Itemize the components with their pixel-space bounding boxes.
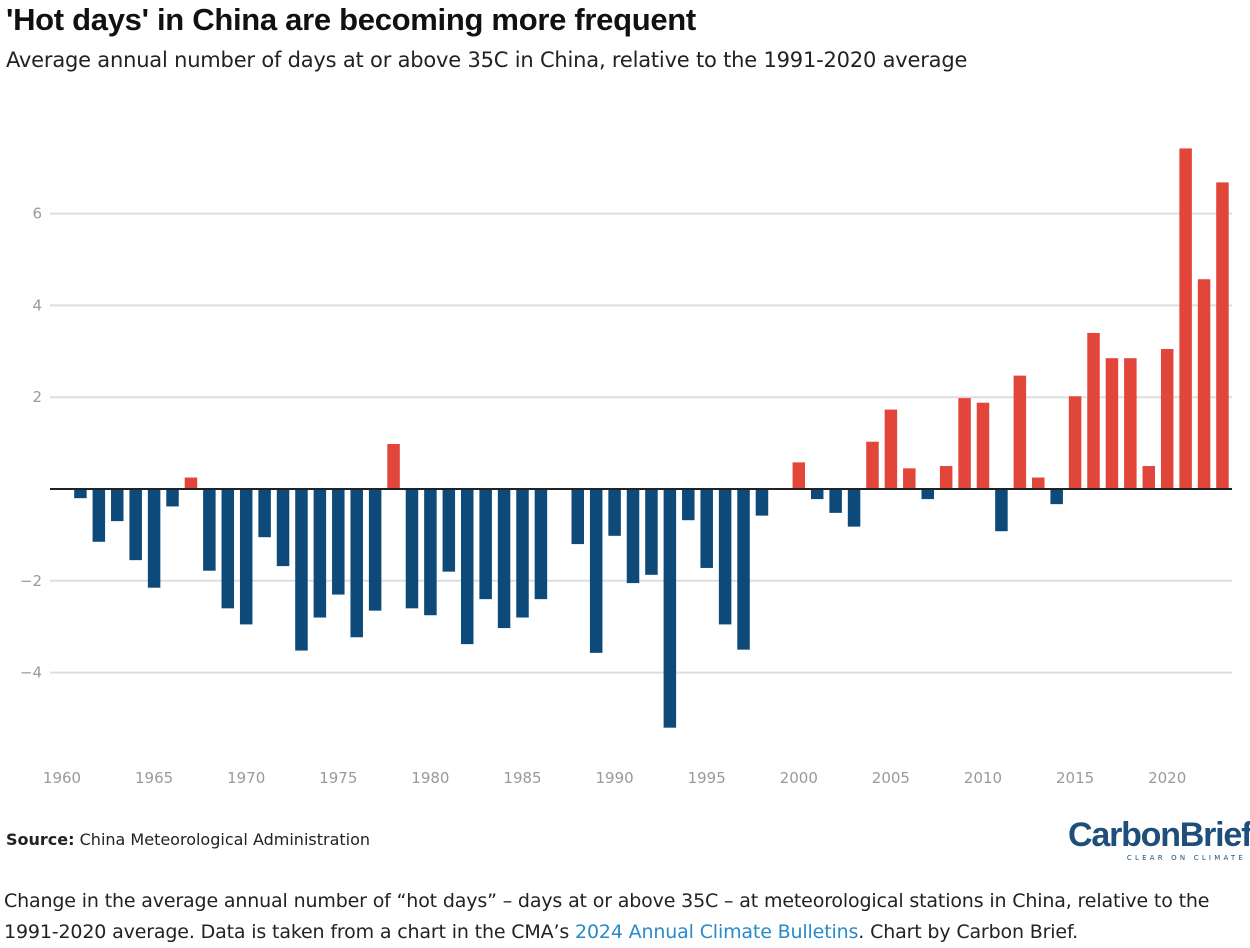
x-tick-label: 2000 <box>780 769 818 787</box>
x-axis-ticks: 1960 1965 1970 1975 1980 1985 1990 1995 2000 2005… <box>43 769 1186 787</box>
bar-2017[interactable] <box>1105 358 1119 489</box>
bar-1967[interactable] <box>184 477 198 489</box>
bar-1970[interactable] <box>239 489 253 625</box>
bar-1980[interactable] <box>424 489 437 616</box>
bar-2014[interactable] <box>1050 489 1063 505</box>
bar-1985[interactable] <box>516 489 529 618</box>
y-tick-label: −4 <box>20 664 42 682</box>
bar-2010[interactable] <box>976 402 990 489</box>
bar-1979[interactable] <box>405 489 419 609</box>
x-tick-label: 1980 <box>411 769 449 787</box>
bar-1976[interactable] <box>350 489 363 638</box>
bar-2018[interactable] <box>1124 358 1137 489</box>
bar-1978[interactable] <box>387 444 400 489</box>
x-tick-label: 1965 <box>135 769 173 787</box>
bar-2020[interactable] <box>1160 349 1174 489</box>
bar-1995[interactable] <box>700 489 713 568</box>
bar-1983[interactable] <box>479 489 492 600</box>
bar-2009[interactable] <box>958 398 971 489</box>
bar-2002[interactable] <box>829 489 842 513</box>
bar-1969[interactable] <box>221 489 235 609</box>
bar-1997[interactable] <box>737 489 750 650</box>
x-tick-label: 2005 <box>872 769 910 787</box>
bar-1975[interactable] <box>332 489 345 595</box>
logo-wordmark: CarbonBrief <box>1068 816 1250 854</box>
bar-1990[interactable] <box>608 489 621 536</box>
bar-1998[interactable] <box>755 489 769 516</box>
bar-2012[interactable] <box>1013 375 1027 489</box>
y-tick-label: 4 <box>32 296 42 314</box>
bar-1961[interactable] <box>74 489 87 499</box>
x-tick-label: 1990 <box>596 769 634 787</box>
logo-tagline: CLEAR ON CLIMATE <box>1126 854 1246 862</box>
bar-1965[interactable] <box>147 489 161 588</box>
bar-1992[interactable] <box>645 489 658 575</box>
bar-1994[interactable] <box>682 489 695 521</box>
bar-2015[interactable] <box>1068 396 1082 489</box>
bar-2003[interactable] <box>847 489 861 527</box>
x-tick-label: 2015 <box>1056 769 1094 787</box>
bar-1981[interactable] <box>442 489 456 572</box>
bar-2004[interactable] <box>866 441 879 489</box>
bar-1972[interactable] <box>276 489 290 567</box>
chart-title: 'Hot days' in China are becoming more fr… <box>6 2 696 37</box>
bar-2021[interactable] <box>1179 148 1192 489</box>
bar-1991[interactable] <box>626 489 640 584</box>
x-tick-label: 1960 <box>43 769 81 787</box>
bar-2000[interactable] <box>792 462 806 489</box>
bar-2007[interactable] <box>921 489 934 500</box>
x-tick-label: 2010 <box>964 769 1002 787</box>
caption-end: . Chart by Carbon Brief. <box>858 921 1079 943</box>
bar-2008[interactable] <box>939 466 953 489</box>
bar-2013[interactable] <box>1032 477 1045 489</box>
bar-2019[interactable] <box>1142 466 1156 489</box>
bar-1974[interactable] <box>313 489 327 618</box>
bar-1966[interactable] <box>166 489 179 507</box>
y-tick-label: 6 <box>32 205 42 223</box>
bar-2006[interactable] <box>903 468 916 489</box>
bars <box>74 148 1229 728</box>
chart-subtitle: Average annual number of days at or abov… <box>6 48 968 72</box>
bar-1988[interactable] <box>571 489 585 545</box>
x-tick-label: 1970 <box>227 769 265 787</box>
bar-1996[interactable] <box>718 489 732 625</box>
x-tick-label: 1995 <box>688 769 726 787</box>
bar-1984[interactable] <box>497 489 511 629</box>
y-tick-label: 2 <box>32 388 42 406</box>
y-axis-ticks: −4 −2 2 4 6 <box>20 205 42 682</box>
bar-2016[interactable] <box>1087 332 1100 489</box>
bar-chart: −4 −2 2 4 6 1960 1965 1970 1975 1980 1985 1990 1995… <box>20 148 1232 787</box>
bar-2005[interactable] <box>884 409 898 489</box>
bar-1977[interactable] <box>368 489 382 611</box>
bar-1962[interactable] <box>92 489 106 542</box>
carbonbrief-logo[interactable]: CarbonBrief CLEAR ON CLIMATE <box>1068 816 1250 868</box>
bar-2022[interactable] <box>1197 279 1211 489</box>
y-tick-label: −2 <box>20 572 42 590</box>
bar-1968[interactable] <box>203 489 216 571</box>
bar-1971[interactable] <box>258 489 271 538</box>
source-text: China Meteorological Administration <box>79 830 371 849</box>
bar-1964[interactable] <box>129 489 142 561</box>
x-tick-label: 2020 <box>1148 769 1186 787</box>
bar-1989[interactable] <box>589 489 603 653</box>
bar-2001[interactable] <box>810 489 824 500</box>
source-label: Source: <box>6 830 75 849</box>
bar-2023[interactable] <box>1216 182 1229 489</box>
bar-1982[interactable] <box>460 489 474 645</box>
caption-text: Change in the average annual number of “… <box>4 890 1210 943</box>
bar-1993[interactable] <box>663 489 677 728</box>
bar-2011[interactable] <box>995 489 1008 532</box>
bar-1986[interactable] <box>534 489 548 600</box>
x-tick-label: 1985 <box>503 769 541 787</box>
bar-1973[interactable] <box>295 489 308 651</box>
bulletin-link[interactable]: 2024 Annual Climate Bulletins <box>575 921 859 943</box>
source-note: Source: China Meteorological Administrat… <box>6 830 370 849</box>
x-tick-label: 1975 <box>319 769 357 787</box>
bar-1963[interactable] <box>111 489 124 522</box>
figure-caption: Change in the average annual number of “… <box>4 886 1244 948</box>
